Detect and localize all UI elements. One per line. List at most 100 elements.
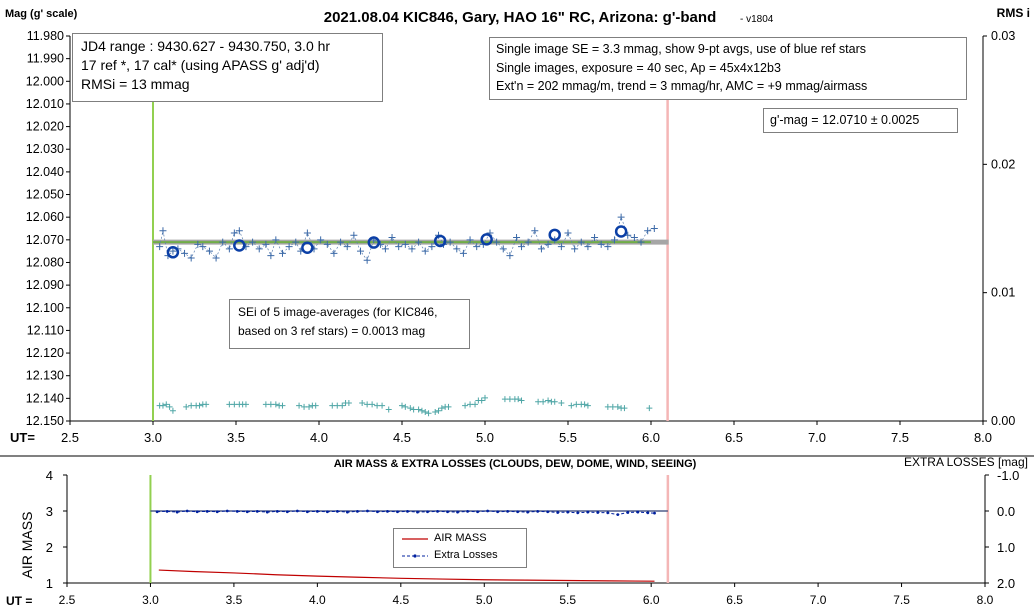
single-image-point — [524, 238, 532, 246]
bottom-y-tick-label: 3 — [46, 504, 53, 519]
single-image-point — [235, 227, 243, 235]
extra-losses-point — [305, 510, 309, 514]
bottom-x-axis-label: UT = — [6, 594, 32, 608]
single-image-point — [453, 245, 461, 253]
extra-losses-point — [265, 510, 269, 514]
rms-point — [482, 394, 488, 401]
bottom-y2-tick-label: 1.0 — [997, 540, 1015, 555]
y-tick-label: 12.040 — [26, 165, 64, 179]
single-image-point — [199, 243, 207, 251]
rms-point — [339, 402, 346, 409]
y2-tick-label: 0.02 — [991, 157, 1015, 171]
result-box: g'-mag = 12.0710 ± 0.0025 — [763, 108, 958, 133]
extra-losses-point — [215, 510, 219, 514]
average-point — [433, 234, 447, 248]
rms-point — [242, 401, 249, 408]
bottom-y-tick-label: 1 — [46, 576, 53, 591]
x-tick-label: 4.0 — [310, 430, 328, 445]
rms-point — [478, 397, 485, 404]
legend-swatches — [402, 538, 428, 558]
x-tick-label: 3.0 — [144, 430, 162, 445]
bottom-chart-axes: 1 2 3 4 -1.0 0.0 1.0 2.0 2.5 3.0 3.5 4.0 4.5 5.0 5.5 6.… — [46, 468, 1020, 607]
top-chart-axes: 11.980 11.990 12.000 12.010 12.020 12.030 12.0… — [26, 29, 1016, 445]
bottom-x-tick-label: 3.0 — [142, 593, 159, 607]
average-point — [548, 228, 561, 242]
single-image-point — [262, 240, 270, 248]
extra-losses-point — [225, 509, 229, 513]
rms-point — [196, 402, 203, 409]
extra-losses-point — [596, 511, 600, 514]
single-image-point — [544, 240, 552, 248]
rms-point — [385, 406, 392, 413]
single-image-point — [267, 252, 275, 260]
rms-point — [359, 400, 366, 407]
bottom-chart-frame — [0, 455, 1034, 584]
single-image-point — [506, 252, 514, 260]
single-image-point — [395, 243, 403, 251]
rms-point — [545, 397, 552, 404]
extra-losses-point — [175, 510, 179, 514]
single-image-point — [637, 238, 645, 246]
extra-losses-point — [185, 509, 189, 513]
sei-note-line-2: based on 3 ref stars) = 0.0013 mag — [238, 324, 426, 338]
single-image-point — [428, 243, 436, 251]
bottom-y-tick-label: 2 — [46, 540, 53, 555]
extra-losses-point — [235, 509, 239, 513]
info-right-line-1: Single image SE = 3.3 mmag, show 9-pt av… — [496, 42, 866, 56]
x-tick-label: 8.0 — [974, 430, 992, 445]
single-image-point — [610, 236, 618, 244]
info-right-line-3: Ext'n = 202 mmag/m, trend = 3 mmag/hr, A… — [496, 79, 868, 93]
single-image-point — [230, 229, 238, 237]
extra-losses-point — [205, 509, 209, 513]
single-image-point — [513, 234, 521, 242]
single-image-point — [292, 238, 300, 246]
single-image-point — [571, 245, 579, 253]
single-image-point — [584, 243, 592, 251]
extra-losses-point — [315, 509, 319, 513]
single-image-point — [415, 238, 423, 246]
y-tick-label: 12.150 — [26, 414, 64, 428]
rms-point — [166, 403, 173, 410]
single-image-point — [219, 238, 227, 246]
extra-losses-point — [165, 509, 169, 513]
rms-point — [445, 403, 452, 410]
single-image-point — [363, 256, 371, 264]
extra-losses-point — [606, 511, 610, 515]
y2-axis-label: RMS i — [997, 6, 1030, 20]
bottom-y2-axis-label: EXTRA LOSSES [mag] — [904, 455, 1028, 469]
single-image-point — [591, 234, 599, 242]
rms-point — [422, 409, 429, 416]
y-tick-label: 12.070 — [26, 233, 64, 247]
extra-losses-point — [536, 509, 540, 513]
single-image-point — [337, 238, 345, 246]
extra-losses-point — [456, 510, 459, 514]
rms-point — [568, 402, 575, 409]
x-tick-label: 6.5 — [725, 430, 743, 445]
extra-losses-point — [376, 510, 379, 514]
single-image-point — [225, 245, 233, 253]
sei-note-line-1: SEi of 5 image-averages (for KIC846, — [238, 305, 438, 319]
rms-point — [515, 396, 522, 403]
average-point — [301, 241, 314, 254]
single-image-point — [388, 234, 396, 242]
extra-losses-point — [486, 509, 490, 513]
extra-losses-point — [366, 509, 369, 513]
rms-point — [438, 405, 445, 412]
rms-point — [279, 402, 286, 409]
rms-point — [435, 407, 442, 414]
single-image-point — [617, 213, 625, 221]
sei-note-box: SEi of 5 image-averages (for KIC846, bas… — [229, 299, 470, 349]
single-image-point — [473, 243, 481, 251]
rms-point — [518, 397, 525, 404]
single-image-point — [630, 234, 638, 242]
rms-point — [163, 401, 170, 408]
air-mass-line — [158, 569, 655, 582]
single-image-point — [194, 240, 202, 248]
legend-air-mass-label: AIR MASS — [434, 532, 487, 544]
rms-point — [581, 401, 588, 408]
single-image-point — [357, 247, 364, 255]
average-point — [166, 246, 180, 259]
y-tick-label: 12.110 — [27, 323, 64, 337]
x-tick-label: 6.0 — [642, 430, 660, 445]
